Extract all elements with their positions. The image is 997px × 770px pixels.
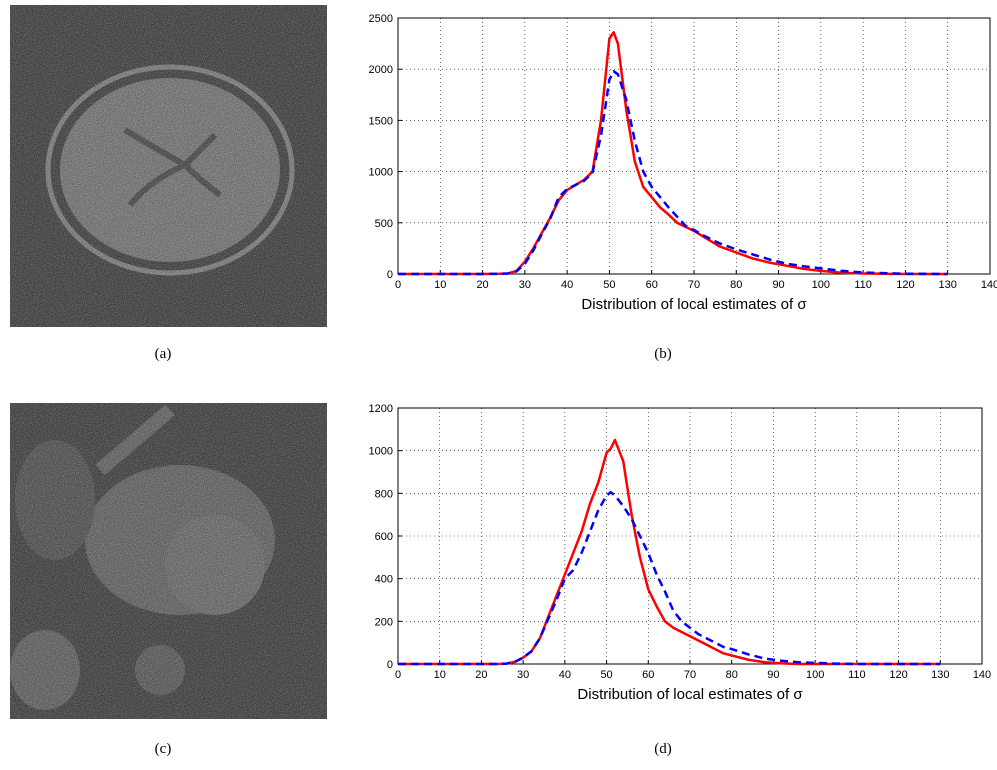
series-line <box>398 438 941 666</box>
x-axis-label: Distribution of local estimates of σ <box>581 296 807 313</box>
x-tick-label: 120 <box>896 279 914 291</box>
x-tick-label: 140 <box>973 669 991 681</box>
caption: (d) <box>654 741 672 757</box>
image-c <box>10 403 327 719</box>
x-axis-label: Distribution of local estimates of σ <box>577 686 803 703</box>
x-tick-label: 40 <box>561 279 573 291</box>
x-tick-label: 0 <box>395 669 401 681</box>
y-tick-label: 500 <box>375 218 393 230</box>
caption: (b) <box>654 346 672 362</box>
x-tick-label: 80 <box>726 669 738 681</box>
plot-frame <box>397 407 983 665</box>
y-tick-label: 1500 <box>369 115 393 127</box>
y-tick-label: 1000 <box>369 167 393 179</box>
plot-frame <box>397 17 991 275</box>
x-tick-label: 100 <box>812 279 830 291</box>
y-tick-label: 800 <box>375 488 393 500</box>
x-tick-label: 0 <box>395 279 401 291</box>
x-tick-label: 60 <box>642 669 654 681</box>
y-tick-label: 0 <box>387 269 393 281</box>
x-tick-label: 70 <box>684 669 696 681</box>
x-tick-label: 50 <box>603 279 615 291</box>
series-line <box>398 70 948 276</box>
y-tick-label: 200 <box>375 616 393 628</box>
x-tick-label: 130 <box>931 669 949 681</box>
caption: (c) <box>155 741 172 757</box>
y-tick-label: 2500 <box>369 13 393 25</box>
y-tick-label: 1200 <box>369 403 393 415</box>
y-tick-label: 0 <box>387 659 393 671</box>
y-tick-label: 400 <box>375 574 393 586</box>
x-tick-label: 20 <box>475 669 487 681</box>
caption: (a) <box>155 346 172 362</box>
x-tick-label: 30 <box>517 669 529 681</box>
y-tick-label: 2000 <box>369 64 393 76</box>
x-tick-label: 10 <box>434 279 446 291</box>
x-tick-label: 130 <box>939 279 957 291</box>
x-tick-label: 30 <box>519 279 531 291</box>
x-tick-label: 110 <box>848 669 866 681</box>
series-line <box>398 31 948 276</box>
x-tick-label: 100 <box>806 669 824 681</box>
x-tick-label: 20 <box>476 279 488 291</box>
x-tick-label: 120 <box>889 669 907 681</box>
y-tick-label: 1000 <box>369 446 393 458</box>
x-tick-label: 110 <box>854 279 872 291</box>
y-tick-label: 600 <box>375 531 393 543</box>
x-tick-label: 60 <box>646 279 658 291</box>
series-line <box>398 491 941 666</box>
x-tick-label: 10 <box>434 669 446 681</box>
x-tick-label: 80 <box>730 279 742 291</box>
x-tick-label: 40 <box>559 669 571 681</box>
x-tick-label: 90 <box>767 669 779 681</box>
x-tick-label: 50 <box>600 669 612 681</box>
x-tick-label: 140 <box>981 279 997 291</box>
image-a <box>10 5 327 327</box>
x-tick-label: 70 <box>688 279 700 291</box>
x-tick-label: 90 <box>772 279 784 291</box>
